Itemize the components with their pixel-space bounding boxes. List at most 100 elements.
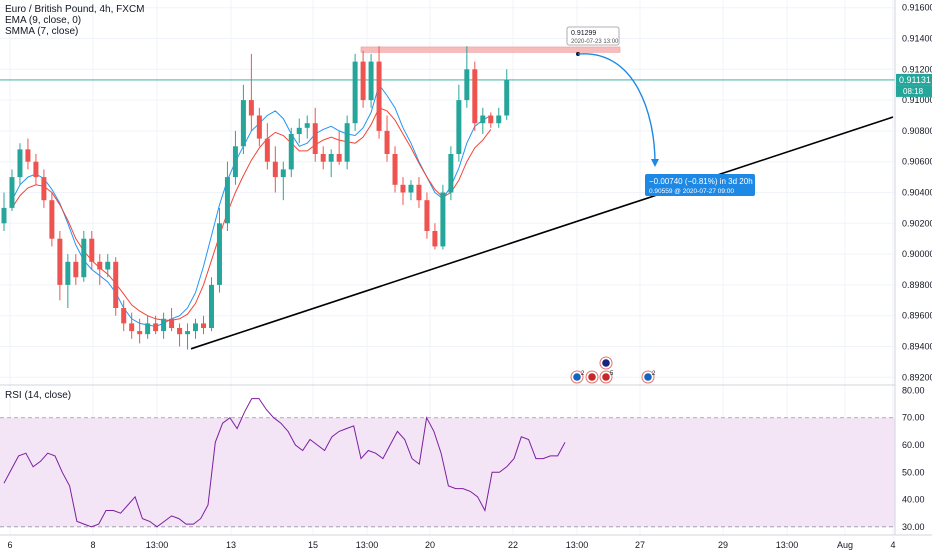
candle-body [424,200,430,231]
trendline[interactable] [0,79,895,350]
rsi-legend: RSI (14, close) [5,390,72,401]
candle-body [248,100,254,116]
earth-event-icon[interactable]: 2 [570,370,585,384]
rsi-tick-label: 50.00 [902,467,925,477]
candlesticks [1,46,510,350]
price-tick-label: 0.91200 [902,64,932,74]
eu-flag-event-icon[interactable] [599,356,613,370]
projection-curve [577,53,656,164]
tooltip-price: 0.91299 [571,30,596,37]
candle-body [488,115,494,124]
uk-flag-event-icon[interactable]: 5 [599,370,614,384]
projection-label-box [645,174,755,196]
time-tick-label: 22 [508,540,518,550]
candle-body [65,261,71,285]
time-tick-label: 13:00 [776,540,799,550]
time-tick-label: 27 [635,540,645,550]
candle-body [161,318,167,332]
price-tick-label: 0.91600 [902,3,932,13]
price-tick-label: 0.89200 [902,372,932,382]
candle-body [496,115,502,124]
rsi-band [0,417,895,528]
rsi-line [3,398,566,528]
rsi-tick-label: 70.00 [902,413,925,423]
candle-body [472,69,478,124]
price-tick-label: 0.91400 [902,34,932,44]
time-tick-label: 6 [7,540,12,550]
candle-body [336,154,342,162]
candle-body [113,261,119,308]
candle-body [153,323,159,332]
candle-body [456,100,462,154]
candle-body [352,61,358,124]
candle-body [432,231,438,247]
price-tick-label: 0.90000 [902,249,932,259]
price-tick-label: 0.89600 [902,311,932,321]
candle-body [25,149,31,162]
candle-body [105,261,111,270]
candle-body [376,61,382,131]
candle-body [17,149,23,178]
projection-arrow[interactable] [576,52,659,168]
candle-body [177,328,183,335]
candle-body [232,146,238,178]
candle-body [448,154,454,193]
candle-body [137,331,143,335]
rsi-tick-label: 60.00 [902,440,925,450]
candle-body [360,61,366,101]
last-price-badge [896,73,932,86]
ascending-trendline [190,116,894,350]
candle-body [1,207,7,224]
candle-body [464,69,470,101]
candle-body [320,154,326,162]
resistance-zone[interactable] [360,46,621,53]
earth-event-icon[interactable]: 2 [641,370,656,384]
price-tick-label: 0.90200 [902,218,932,228]
candle-body [344,123,350,162]
projection-arrowhead [651,159,659,168]
rsi-tick-label: 40.00 [902,495,925,505]
candle-body [216,223,222,285]
candle-body [73,261,79,278]
candle-body [392,154,398,185]
resistance-rectangle [360,46,621,53]
candle-body [304,123,310,128]
tooltip-date: 2020-07-23 13:00 [571,39,619,45]
candle-body [121,308,127,324]
candle-body [416,184,422,201]
uk-flag-event-icon[interactable] [585,370,599,384]
time-tick-label: 29 [718,540,728,550]
candle-body [9,177,15,208]
candle-body [504,80,510,116]
ema-legend: EMA (9, close, 0) [5,15,82,26]
candle-body [480,115,486,124]
candle-body [97,261,103,270]
time-tick-label: 8 [90,540,95,550]
price-tick-label: 0.91000 [902,95,932,105]
rsi-tick-label: 30.00 [902,522,925,532]
rsi-overbought-oversold-band [0,417,895,527]
candle-body [312,123,318,154]
candle-body [296,127,302,134]
price-tick-label: 0.90800 [902,126,932,136]
events-row[interactable]: 2 5 2 [570,356,656,384]
price-tick-label: 0.90400 [902,188,932,198]
projection-target: 0.90559 @ 2020-07-27 09:00 [649,188,734,195]
time-tick-label: 4 [890,540,895,550]
candle-body [193,323,199,332]
candle-body [49,200,55,239]
smma-legend: SMMA (7, close) [5,26,79,37]
rsi-series [3,398,566,528]
candle-body [328,154,334,162]
time-tick-label: 13 [226,540,236,550]
chart-title: Euro / British Pound, 4h, FXCM [5,4,145,15]
candle-body [288,133,294,170]
candle-body [440,192,446,247]
time-tick-label: 13:00 [146,540,169,550]
event-badge: 2 [652,371,656,377]
event-glyph [588,373,596,381]
candle-body [129,323,135,332]
price-labels: 0.91299 2020-07-23 13:00 −0.00740 (−0.81%)… [566,26,932,196]
